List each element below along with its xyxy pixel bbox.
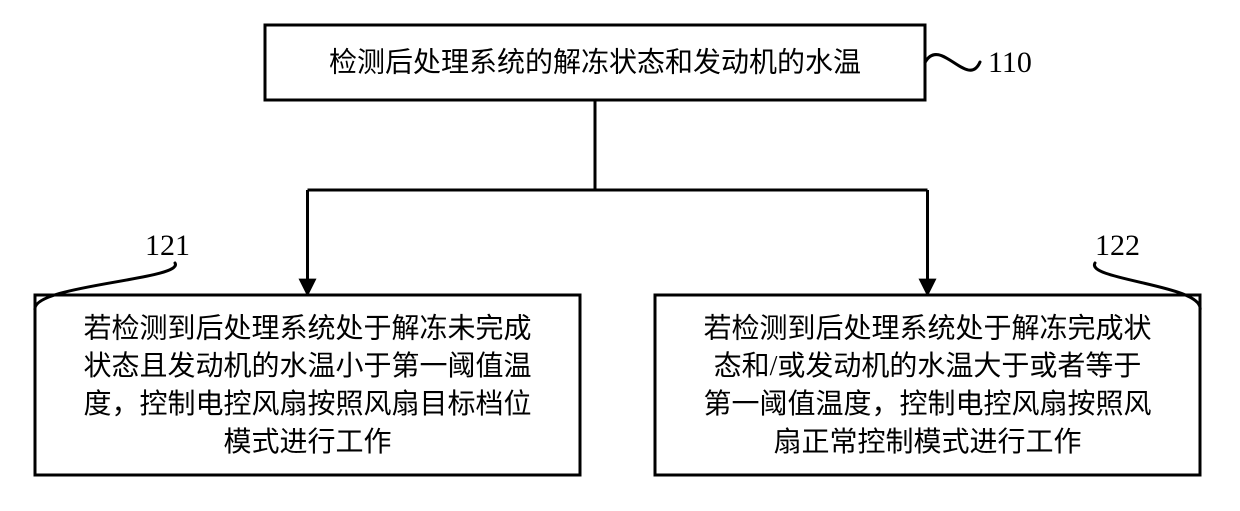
step-label-l122: 122 (1095, 229, 1140, 262)
flowchart-box-n121: 若检测到后处理系统处于解冻未完成状态且发动机的水温小于第一阈值温度，控制电控风扇… (35, 295, 580, 475)
flowchart-box-n122-line-2: 第一阈值温度，控制电控风扇按照风 (703, 388, 1151, 420)
flowchart-box-n121-line-3: 模式进行工作 (223, 426, 391, 458)
step-label-l110: 110 (988, 46, 1032, 79)
connector-110 (925, 55, 980, 71)
flowchart-box-n122-line-3: 扇正常控制模式进行工作 (773, 426, 1081, 458)
flowchart-box-n121-line-0: 若检测到后处理系统处于解冻未完成 (83, 312, 531, 344)
connector-122 (1094, 263, 1200, 310)
flowchart-box-n110: 检测后处理系统的解冻状态和发动机的水温 (265, 25, 925, 100)
flowchart-box-n122: 若检测到后处理系统处于解冻完成状态和/或发动机的水温大于或者等于第一阈值温度，控… (655, 295, 1200, 475)
connector-121 (35, 263, 176, 310)
flowchart-box-n121-line-1: 状态且发动机的水温小于第一阈值温 (83, 350, 531, 382)
step-label-l121: 121 (145, 229, 190, 262)
flowchart-box-n121-line-2: 度，控制电控风扇按照风扇目标档位 (83, 388, 531, 420)
flowchart-box-n122-line-1: 态和/或发动机的水温大于或者等于 (714, 350, 1142, 382)
flowchart-box-n110-line-0: 检测后处理系统的解冻状态和发动机的水温 (329, 47, 861, 79)
flowchart-box-n122-line-0: 若检测到后处理系统处于解冻完成状 (703, 312, 1151, 344)
